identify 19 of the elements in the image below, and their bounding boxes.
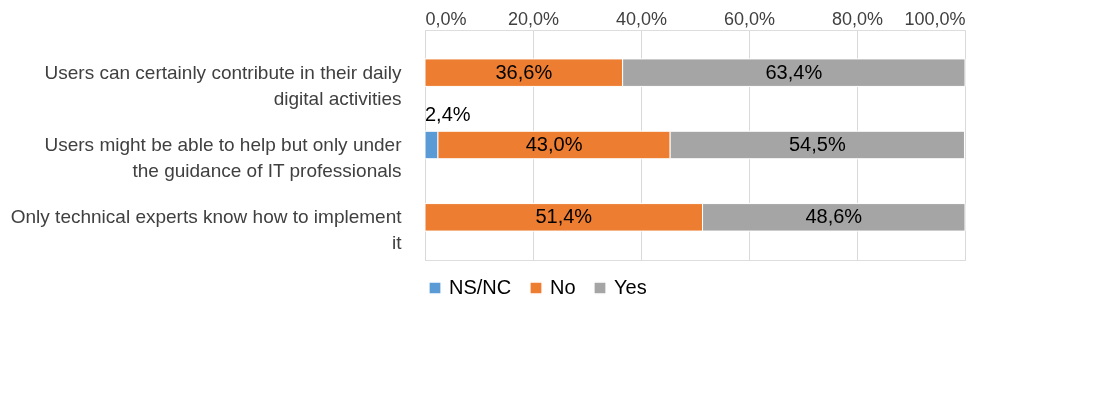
x-tick-label: 20,0%: [507, 8, 560, 29]
x-tick-label: 40,0%: [615, 8, 668, 29]
y-tick-label: Users can certainly contribute in their daily digital activities: [44, 61, 402, 109]
legend-label: NS/NC: [449, 276, 512, 298]
data-label: 51,4%: [535, 205, 593, 228]
legend-label: Yes: [614, 276, 647, 298]
data-label: 63,4%: [765, 60, 823, 83]
data-label: 54,5%: [788, 133, 846, 155]
x-tick-label: 60,0%: [723, 8, 776, 29]
data-label: 2,4%: [425, 103, 471, 125]
x-tick-label: 80,0%: [831, 8, 884, 29]
data-label: 48,6%: [805, 205, 863, 228]
y-tick-label: Users might be able to help but only under the guidance of IT professionals: [44, 134, 403, 181]
data-label: 43,0%: [525, 133, 583, 155]
data-label: 36,6%: [495, 60, 553, 83]
x-tick-label: 100,0%: [904, 8, 966, 29]
x-tick-label: 0,0%: [425, 8, 467, 29]
y-tick-label: Only technical experts know how to implement it: [10, 206, 403, 254]
legend-label: No: [550, 276, 576, 298]
